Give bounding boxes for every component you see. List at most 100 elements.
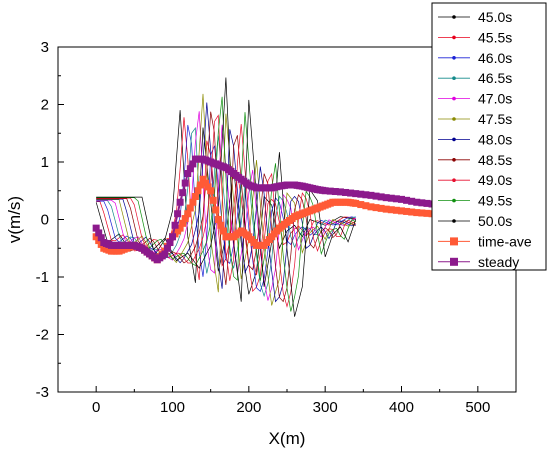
legend-marker-47.5s — [452, 117, 456, 121]
series-point-time-ave — [418, 209, 426, 217]
x-tick-label: 300 — [313, 399, 338, 416]
legend-marker-46.5s — [452, 76, 456, 80]
series-line-49.0s — [96, 114, 356, 308]
series-point-time-ave — [194, 187, 202, 195]
series-point-steady — [169, 233, 176, 241]
legend-label-steady: steady — [478, 254, 519, 270]
x-tick-label: 200 — [236, 399, 261, 416]
series-point-steady — [372, 192, 380, 200]
series-point-steady — [382, 194, 390, 202]
series-point-time-ave — [191, 193, 199, 200]
series-point-steady — [403, 196, 411, 204]
series-point-time-ave — [413, 209, 421, 217]
y-tick-label: 2 — [41, 97, 49, 114]
series-point-time-ave — [423, 209, 431, 217]
series-point-steady — [423, 199, 431, 207]
series-line-48.5s — [96, 111, 356, 303]
series-line-50.0s — [96, 77, 357, 317]
y-tick-label: -3 — [36, 384, 49, 401]
series-point-time-ave — [372, 204, 380, 212]
series-point-time-ave — [362, 202, 370, 210]
series-point-time-ave — [398, 207, 405, 215]
series-point-time-ave — [403, 207, 411, 215]
legend-label-45.0s: 45.0s — [478, 9, 512, 25]
series-point-steady — [95, 229, 103, 237]
series-point-steady — [163, 244, 171, 252]
series-point-steady — [413, 198, 421, 206]
series-point-steady — [326, 187, 334, 195]
legend-marker-steady — [450, 257, 458, 266]
series-point-time-ave — [207, 187, 215, 195]
y-axis-title: v(m/s) — [5, 196, 24, 243]
series-point-time-ave — [184, 210, 192, 218]
x-tick-label: 500 — [465, 399, 490, 416]
data-group — [92, 77, 451, 317]
series-point-steady — [171, 221, 179, 229]
x-tick-label: 100 — [160, 399, 185, 416]
series-point-steady — [186, 165, 194, 173]
series-point-steady — [189, 160, 197, 168]
legend-marker-48.0s — [452, 137, 456, 142]
legend-label-46.0s: 46.0s — [478, 50, 512, 66]
series-point-time-ave — [357, 201, 365, 209]
series-point-time-ave — [367, 203, 375, 211]
series-line-49.5s — [96, 96, 356, 312]
series-point-steady — [321, 187, 329, 195]
series-point-time-ave — [189, 198, 197, 206]
series-point-steady — [387, 194, 395, 202]
series-point-steady — [97, 234, 105, 242]
series-point-steady — [408, 197, 416, 205]
series-point-time-ave — [202, 179, 210, 187]
series-point-steady — [418, 199, 426, 207]
series-point-time-ave — [209, 196, 217, 204]
legend-label-50.0s: 50.0s — [478, 213, 512, 229]
legend-label-49.5s: 49.5s — [478, 193, 512, 209]
legend-label-46.5s: 46.5s — [478, 70, 512, 86]
series-point-steady — [176, 198, 184, 206]
series-point-steady — [331, 188, 339, 196]
series-point-time-ave — [176, 224, 184, 232]
legend-marker-47.0s — [452, 96, 456, 101]
series-point-time-ave — [179, 219, 187, 227]
series-point-time-ave — [377, 204, 385, 212]
y-tick-label: -2 — [36, 327, 49, 344]
series-point-time-ave — [196, 181, 204, 189]
legend-marker-49.0s — [452, 178, 456, 182]
series-point-time-ave — [214, 216, 222, 223]
y-tick-label: 0 — [41, 212, 49, 229]
series-point-steady — [336, 188, 344, 196]
series-point-time-ave — [212, 206, 220, 214]
series-point-steady — [347, 189, 355, 197]
series-point-steady — [352, 190, 360, 198]
y-tick-label: 1 — [41, 154, 49, 171]
legend-label-48.5s: 48.5s — [478, 152, 512, 168]
series-line-45.0s — [95, 110, 356, 295]
series-point-steady — [362, 191, 370, 199]
legend-marker-48.5s — [452, 158, 456, 162]
series-point-steady — [184, 170, 192, 177]
legend-marker-49.5s — [452, 198, 456, 203]
legend-marker-45.0s — [452, 15, 456, 19]
legend-marker-45.5s — [452, 35, 456, 40]
legend-label-49.0s: 49.0s — [478, 172, 512, 188]
series-point-steady — [92, 224, 100, 232]
legend-box — [431, 2, 547, 271]
x-axis-title: X(m) — [269, 429, 306, 448]
series-point-steady — [392, 195, 400, 203]
y-tick-label: -1 — [36, 269, 49, 286]
series-point-steady — [161, 250, 169, 258]
series-point-time-ave — [392, 206, 400, 214]
series-point-time-ave — [217, 221, 225, 229]
series-point-time-ave — [181, 215, 189, 223]
series-point-steady — [179, 189, 187, 197]
series-point-time-ave — [219, 227, 227, 235]
legend-label-time-ave: time-ave — [478, 233, 532, 249]
series-point-steady — [357, 190, 365, 198]
legend-label-48.0s: 48.0s — [478, 131, 512, 147]
series-point-time-ave — [382, 205, 390, 213]
series-point-time-ave — [204, 183, 212, 191]
series-point-time-ave — [186, 204, 194, 212]
series-point-steady — [398, 195, 405, 203]
